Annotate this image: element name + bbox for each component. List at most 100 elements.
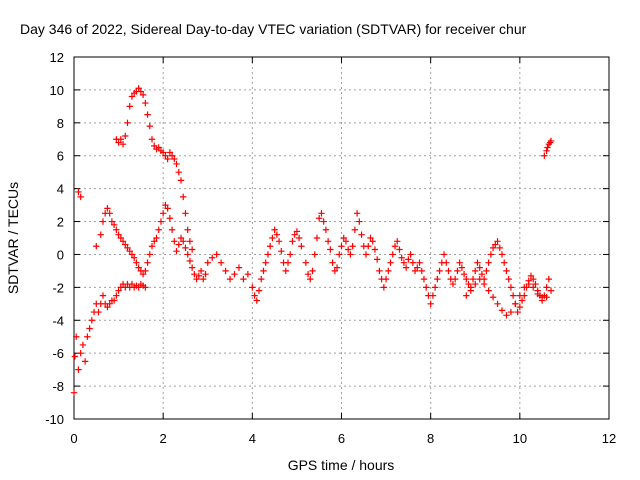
data-point: [166, 149, 174, 156]
data-point: [86, 325, 93, 332]
data-point: [115, 139, 122, 146]
data-point: [318, 210, 325, 217]
x-tick-label: 4: [249, 431, 256, 446]
data-point: [498, 251, 506, 258]
x-tick-label: 6: [338, 431, 345, 446]
data-point: [75, 366, 82, 373]
data-point: [113, 226, 120, 233]
data-point: [266, 243, 274, 250]
data-point: [139, 271, 147, 278]
data-point: [338, 243, 345, 250]
data-point: [358, 231, 365, 238]
data-point: [547, 137, 555, 145]
grid: [74, 57, 609, 419]
data-point: [173, 247, 180, 255]
data-point: [478, 271, 486, 278]
data-point: [106, 210, 113, 217]
data-point: [104, 303, 111, 311]
data-point: [472, 280, 479, 288]
data-point: [530, 284, 537, 291]
data-point: [97, 231, 104, 238]
data-point: [494, 238, 501, 245]
data-point: [431, 284, 439, 291]
data-point: [188, 264, 196, 271]
y-tick-label: 12: [50, 50, 64, 65]
data-point: [331, 267, 339, 275]
data-point: [327, 246, 334, 253]
data-point: [159, 149, 167, 156]
data-point: [108, 218, 116, 225]
data-point: [480, 280, 488, 288]
data-point: [434, 275, 441, 283]
data-point: [168, 152, 176, 159]
data-point: [545, 275, 553, 283]
data-point: [249, 284, 256, 291]
data-point: [99, 218, 107, 225]
data-point: [135, 284, 142, 291]
data-point: [396, 246, 403, 253]
data-point: [407, 251, 414, 258]
data-point: [282, 267, 289, 275]
data-point: [316, 215, 323, 222]
data-point: [440, 251, 448, 258]
data-point: [336, 251, 343, 258]
x-tick-label: 12: [602, 431, 616, 446]
data-point: [133, 259, 140, 266]
data-point: [385, 267, 392, 275]
data-point: [362, 251, 370, 258]
data-point: [110, 297, 118, 304]
data-point: [367, 234, 374, 242]
data-point: [382, 275, 390, 283]
data-point: [262, 259, 269, 266]
data-point: [514, 308, 521, 316]
data-point: [128, 93, 136, 100]
data-point: [311, 251, 318, 258]
data-point: [344, 246, 352, 253]
data-point: [186, 257, 194, 265]
data-point: [159, 210, 167, 217]
y-tick-label: 10: [50, 83, 64, 98]
data-point: [489, 244, 497, 252]
data-point: [130, 254, 138, 261]
data-point: [75, 188, 82, 196]
series-upper-arc: [75, 188, 209, 283]
data-point: [324, 238, 332, 245]
data-point: [380, 284, 388, 291]
data-point: [449, 280, 457, 288]
data-point: [71, 353, 79, 360]
data-point: [347, 251, 354, 258]
y-tick-label: 6: [57, 149, 64, 164]
series-right-tail: [429, 238, 555, 316]
data-point: [304, 271, 312, 278]
data-point: [177, 234, 185, 242]
data-point: [414, 264, 421, 271]
data-point: [489, 294, 497, 301]
data-point: [193, 275, 200, 283]
data-point: [117, 136, 125, 143]
chart-title: Day 346 of 2022, Sidereal Day-to-day VTE…: [20, 21, 527, 37]
data-point: [503, 267, 510, 275]
data-point: [255, 287, 263, 294]
data-point: [443, 259, 450, 266]
data-point: [351, 226, 359, 233]
data-point: [445, 267, 452, 275]
y-tick-label: 0: [57, 247, 64, 262]
data-point: [110, 221, 118, 229]
data-point: [253, 297, 260, 304]
data-point: [113, 292, 120, 299]
data-point: [258, 275, 265, 283]
data-point: [451, 275, 459, 283]
data-point: [180, 238, 187, 245]
data-point: [309, 267, 316, 275]
data-point: [436, 267, 443, 275]
data-point: [498, 307, 506, 314]
data-point: [175, 241, 182, 248]
data-point: [295, 234, 303, 242]
data-point: [418, 267, 425, 275]
data-point: [487, 251, 495, 258]
data-point: [512, 300, 519, 308]
data-point: [273, 231, 281, 238]
data-point: [530, 275, 537, 283]
data-point: [516, 303, 524, 311]
data-point: [458, 264, 466, 271]
